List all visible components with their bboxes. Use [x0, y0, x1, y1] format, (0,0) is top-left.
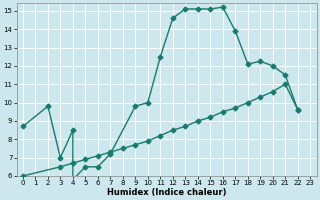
X-axis label: Humidex (Indice chaleur): Humidex (Indice chaleur) [107, 188, 226, 197]
